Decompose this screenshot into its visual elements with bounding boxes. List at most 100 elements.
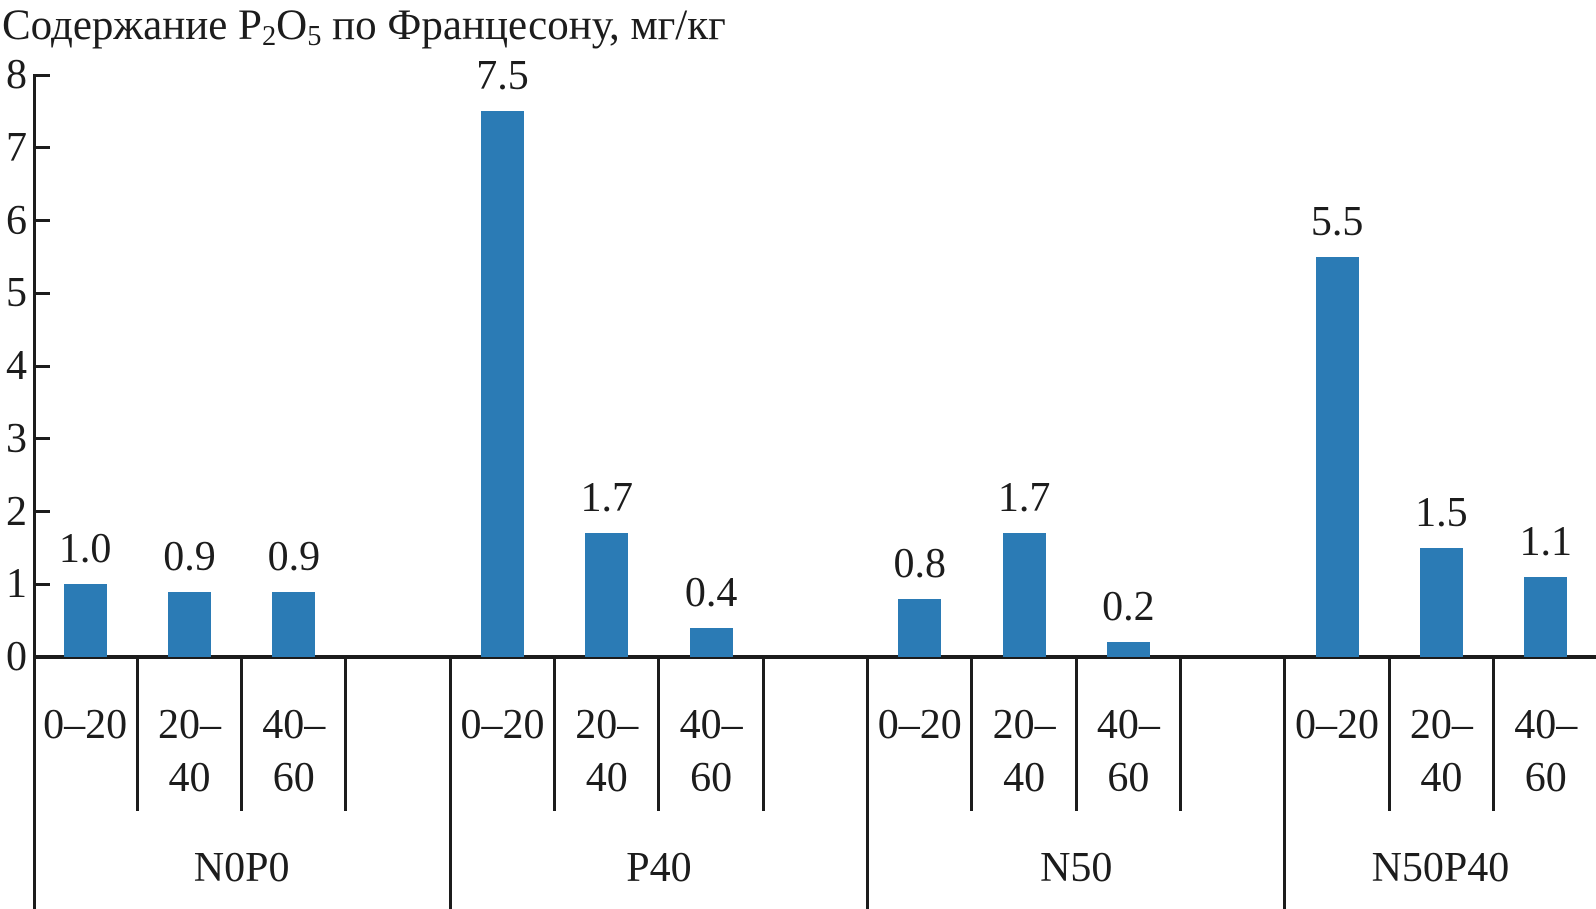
depth-range-label: 40– 60: [1494, 699, 1596, 805]
depth-cell-separator-line: [970, 657, 974, 811]
y-axis-tick-label: 6: [6, 197, 27, 244]
bar-value-label: 0.4: [684, 569, 738, 616]
group-separator-line: [448, 657, 452, 909]
y-axis-tick-label: 3: [6, 415, 27, 462]
bar-value-label: 0.9: [267, 533, 321, 580]
depth-cell-separator-line: [1387, 657, 1391, 811]
x-axis-line: [33, 655, 1596, 659]
treatment-label-N50: N50: [1040, 845, 1113, 891]
depth-range-label-line: 60: [272, 755, 315, 801]
y-axis-tick-label: 2: [6, 488, 27, 535]
group-separator-line: [1283, 657, 1287, 909]
y-axis-line: [33, 75, 36, 909]
bar-value-label: 1.1: [1519, 518, 1572, 565]
group-separator-line: [866, 657, 870, 909]
bar-value-label: 1.7: [580, 475, 634, 522]
depth-range-label: 0–20: [450, 699, 554, 752]
title-text: по Францесону, мг/кг: [321, 2, 726, 49]
depth-range-label: 20– 40: [972, 699, 1076, 805]
treatment-label-N50P40: N50P40: [1371, 845, 1510, 891]
bar-value-label: 1.0: [58, 526, 112, 573]
bar-N50P40-20–40: [1419, 547, 1463, 657]
depth-range-label: 20– 40: [1389, 699, 1493, 805]
y-axis-tick-label: 4: [6, 343, 27, 389]
depth-cell-separator-line: [240, 657, 244, 811]
title-subscript-2: 2: [261, 21, 277, 53]
bar-N50-20–40: [1002, 533, 1046, 657]
y-axis-tick-label: 8: [6, 52, 27, 98]
depth-range-label: 40– 60: [242, 699, 346, 805]
bar-value-label: 1.7: [997, 475, 1051, 522]
bar-value-label: 0.8: [893, 540, 947, 587]
depth-range-label-line: 60: [1524, 755, 1567, 801]
depth-range-label-line: 40–: [262, 702, 326, 748]
bar-N0P0-20–40: [167, 591, 211, 657]
bar-value-label: 0.2: [1102, 584, 1155, 631]
depth-range-label-line: 20–: [1409, 702, 1473, 748]
depth-cell-separator-line: [553, 657, 557, 811]
y-axis-tick: [33, 146, 50, 150]
depth-cell-separator-line: [1074, 657, 1078, 811]
bar-value-label: 1.5: [1415, 489, 1468, 536]
depth-range-label-line: 40: [585, 755, 628, 801]
depth-range-label-line: 0–20: [460, 702, 545, 748]
depth-range-label-line: 40–: [1096, 702, 1160, 748]
y-axis-tick-label: 7: [6, 124, 27, 171]
bar-P40-40–60: [689, 627, 733, 657]
treatment-label-N0P0: N0P0: [193, 845, 290, 891]
depth-cell-separator-line: [344, 657, 348, 811]
bar-value-label: 5.5: [1310, 198, 1364, 245]
depth-cell-separator-line: [1179, 657, 1183, 811]
bar-N50-0–20: [898, 598, 942, 657]
depth-range-label-line: 20–: [992, 702, 1056, 748]
bar-N50P40-40–60: [1524, 576, 1568, 657]
depth-range-label-line: 20–: [575, 702, 639, 748]
y-axis-tick: [33, 291, 50, 295]
y-axis-tick-label: 1: [6, 561, 27, 608]
depth-range-label-line: 60: [1107, 755, 1150, 801]
depth-range-label-line: 0–20: [43, 702, 128, 748]
depth-range-label: 0–20: [1285, 699, 1389, 752]
bar-N50-40–60: [1106, 642, 1150, 657]
bar-P40-20–40: [585, 533, 629, 657]
depth-range-label-line: 40: [1420, 755, 1463, 801]
y-axis-tick-label: 0: [6, 634, 27, 680]
depth-range-label-line: 60: [690, 755, 733, 801]
depth-cell-separator-line: [657, 657, 661, 811]
bar-N0P0-40–60: [272, 591, 316, 657]
y-axis-tick: [33, 510, 50, 513]
depth-range-label: 40– 60: [659, 699, 763, 805]
y-axis-tick: [33, 73, 50, 77]
depth-range-label: 20– 40: [555, 699, 659, 805]
y-axis-tick: [33, 437, 50, 441]
title-subscript-5: 5: [307, 21, 322, 53]
bar-N50P40-0–20: [1315, 256, 1359, 657]
depth-range-label-line: 40–: [1514, 702, 1578, 748]
y-axis-tick-label: 5: [6, 270, 27, 317]
depth-range-label-line: 40: [1003, 755, 1046, 801]
depth-range-label: 0–20: [868, 699, 972, 752]
depth-range-label: 40– 60: [1076, 699, 1180, 805]
depth-cell-separator-line: [761, 657, 765, 811]
depth-range-label-line: 0–20: [1295, 702, 1380, 748]
depth-range-label-line: 40: [168, 755, 211, 801]
title-text: Содержание P: [2, 2, 262, 49]
bar-value-label: 0.9: [163, 533, 216, 580]
title-text: O: [276, 2, 308, 49]
depth-cell-separator-line: [1492, 657, 1496, 811]
bar-value-label: 7.5: [476, 53, 529, 100]
y-axis-tick: [33, 582, 50, 586]
depth-range-label-line: 0–20: [877, 702, 962, 748]
depth-range-label: 0–20: [33, 699, 137, 752]
bar-P40-0–20: [480, 111, 524, 657]
depth-range-label-line: 40–: [679, 702, 743, 748]
depth-range-label-line: 20–: [157, 702, 221, 748]
y-axis-tick: [33, 364, 50, 368]
treatment-label-P40: P40: [626, 845, 692, 891]
depth-range-label: 20– 40: [137, 699, 241, 805]
y-axis-tick: [33, 219, 50, 222]
bar-N0P0-0–20: [63, 584, 107, 657]
depth-cell-separator-line: [135, 657, 139, 811]
chart-title: Содержание P2O5 по Францесону, мг/кг: [2, 0, 726, 52]
